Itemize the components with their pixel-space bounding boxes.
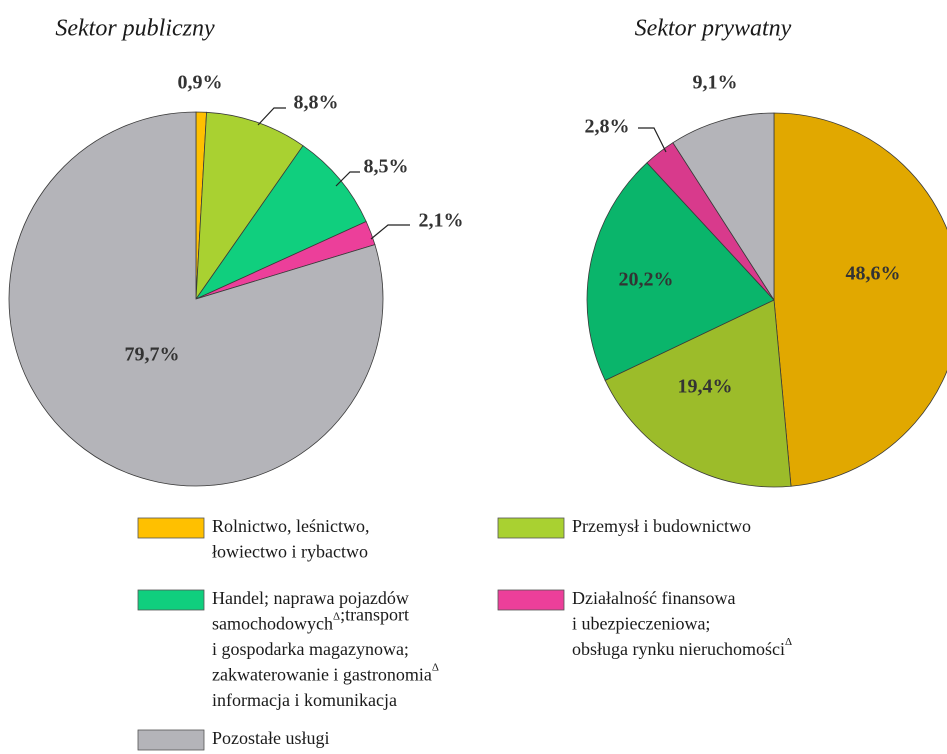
legend-swatch (497, 589, 565, 611)
legend-label: Rolnictwo, leśnictwo, (212, 516, 369, 536)
legend-swatch (137, 517, 205, 539)
legend-label: informacja i komunikacja (212, 690, 397, 710)
legend-text: i gospodarka magazynowa; (212, 639, 409, 659)
legend-text: informacja i komunikacja (212, 690, 397, 710)
pie-slice (773, 112, 947, 487)
legend-label: łowiectwo i rybactwo (212, 542, 368, 562)
leader-line (370, 224, 410, 240)
legend-sup: Δ (785, 636, 792, 648)
data-label: 9,1% (693, 72, 738, 94)
pie-slice (586, 162, 775, 381)
data-label: 2,1% (419, 210, 464, 232)
legend-text: ;transport (340, 605, 409, 625)
legend-text: Pozostałe usługi (212, 728, 330, 748)
leader-line (638, 127, 667, 153)
data-label: 0,9% (178, 72, 223, 94)
data-label: 8,5% (364, 156, 409, 178)
leader-line (257, 107, 286, 126)
legend-swatch (137, 729, 205, 751)
legend-text: łowiectwo i rybactwo (212, 542, 368, 562)
legend-label: zakwaterowanie i gastronomiaΔ (212, 661, 439, 685)
legend-label: samochodowychΔ;transport (212, 605, 409, 634)
legend-text: Przemysł i budownictwo (572, 516, 751, 536)
legend-label: obsługa rynku nieruchomościΔ (572, 636, 792, 660)
data-label: 79,7% (125, 344, 180, 366)
legend-label: i ubezpieczeniowa; (572, 614, 710, 634)
data-label: 48,6% (846, 263, 901, 285)
pie-slice (194, 145, 367, 300)
chart-title: Sektor prywatny (635, 16, 792, 42)
data-label: 8,8% (294, 92, 339, 114)
legend-text: samochodowych (212, 614, 333, 634)
legend-text: Handel; naprawa pojazdów (212, 588, 409, 608)
pie-slice (195, 111, 304, 301)
data-label: 19,4% (678, 376, 733, 398)
data-label: 20,2% (619, 269, 674, 291)
leader-line (335, 171, 360, 187)
chart-title: Sektor publiczny (55, 16, 215, 42)
legend-swatch (137, 589, 205, 611)
legend-text: Działalność finansowa (572, 588, 735, 608)
pie-slice (604, 299, 792, 488)
data-label: 2,8% (585, 116, 630, 138)
legend-label: Przemysł i budownictwo (572, 516, 751, 536)
legend-label: Handel; naprawa pojazdów (212, 588, 409, 608)
legend-text: Rolnictwo, leśnictwo, (212, 516, 369, 536)
legend-sup: Δ (333, 610, 340, 622)
legend-label: Pozostałe usługi (212, 728, 330, 748)
pie-slice (8, 111, 384, 487)
legend-text: obsługa rynku nieruchomości (572, 639, 785, 659)
legend-label: i gospodarka magazynowa; (212, 639, 409, 659)
legend-swatch (497, 517, 565, 539)
legend-text: zakwaterowanie i gastronomia (212, 665, 432, 685)
legend-text: i ubezpieczeniowa; (572, 614, 710, 634)
legend-label: Działalność finansowa (572, 588, 735, 608)
pie-slice (672, 112, 775, 302)
legend-sup: Δ (432, 661, 439, 673)
